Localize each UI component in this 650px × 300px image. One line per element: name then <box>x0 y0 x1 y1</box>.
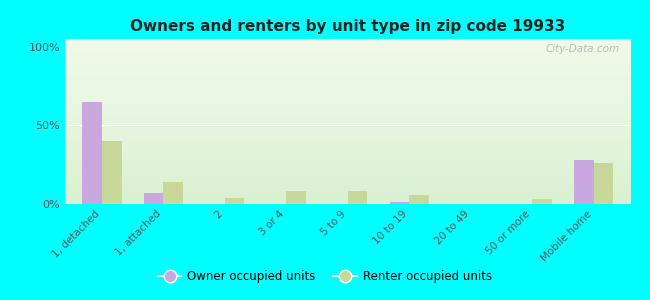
Title: Owners and renters by unit type in zip code 19933: Owners and renters by unit type in zip c… <box>130 19 566 34</box>
Bar <box>82 102 102 204</box>
Bar <box>286 191 306 204</box>
Bar <box>102 141 122 204</box>
Bar <box>348 191 367 204</box>
Bar <box>593 163 614 204</box>
Bar <box>410 195 429 204</box>
Bar <box>389 202 410 204</box>
Bar <box>532 199 552 204</box>
Bar <box>225 198 244 204</box>
Text: City-Data.com: City-Data.com <box>545 44 619 54</box>
Legend: Owner occupied units, Renter occupied units: Owner occupied units, Renter occupied un… <box>153 266 497 288</box>
Bar <box>574 160 593 204</box>
Bar <box>144 193 163 204</box>
Bar <box>163 182 183 204</box>
